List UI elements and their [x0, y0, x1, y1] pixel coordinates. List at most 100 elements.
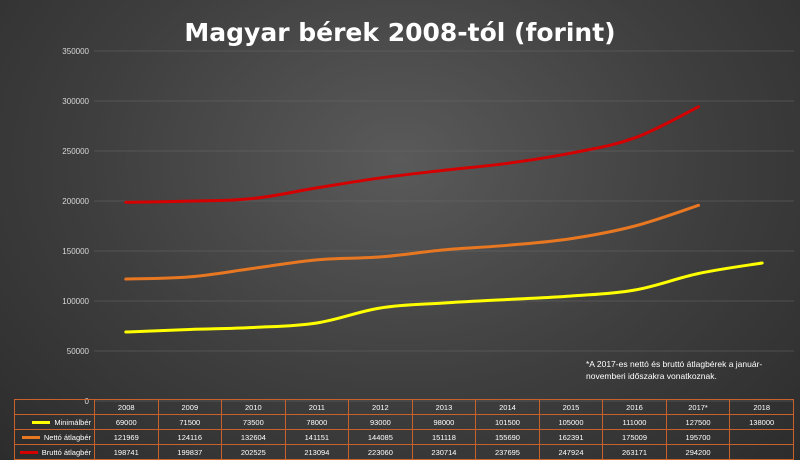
x-category-label: 2011 — [284, 399, 350, 415]
data-point — [188, 199, 191, 203]
data-point — [188, 275, 191, 279]
legend-entry: Nettó átlagbér — [14, 429, 95, 445]
legend-label: Nettó átlagbér — [43, 432, 91, 442]
data-label — [729, 444, 794, 460]
data-label: 101500 — [475, 414, 540, 430]
data-point — [379, 306, 382, 310]
data-point — [760, 261, 764, 265]
legend-swatch — [19, 451, 38, 455]
data-point — [570, 294, 573, 298]
chart-title: Magyar bérek 2008-tól (forint) — [184, 18, 616, 47]
data-label: 105000 — [538, 414, 604, 430]
y-tick-label: 300000 — [62, 97, 89, 106]
data-point — [188, 328, 191, 331]
table-corner — [14, 399, 95, 415]
data-point — [442, 169, 446, 172]
data-label: 294200 — [665, 444, 731, 460]
data-point — [124, 330, 128, 334]
x-category-label: 2012 — [348, 399, 413, 415]
data-label: 263171 — [602, 444, 667, 460]
data-point — [442, 301, 446, 305]
x-category-label: 2018 — [729, 399, 794, 415]
data-point — [570, 151, 573, 155]
data-label: 132604 — [221, 429, 286, 445]
data-point — [315, 321, 318, 325]
data-label: 155690 — [475, 429, 540, 445]
data-point — [633, 288, 637, 292]
data-label: 247924 — [538, 444, 604, 460]
data-label: 141151 — [284, 429, 350, 445]
series-line-1 — [124, 203, 701, 281]
data-label: 73500 — [221, 414, 286, 430]
data-label: 78000 — [284, 414, 350, 430]
x-category-label: 2013 — [411, 399, 477, 415]
data-label: 198741 — [94, 444, 159, 460]
data-point — [506, 162, 509, 165]
data-label: 121969 — [94, 429, 159, 445]
data-label: 111000 — [602, 414, 667, 430]
data-point — [697, 204, 700, 207]
data-label: 223060 — [348, 444, 413, 460]
data-label: 237695 — [475, 444, 540, 460]
series-line-2 — [124, 105, 701, 204]
x-category-label: 2016 — [602, 399, 667, 415]
data-point — [506, 298, 509, 301]
line-layer — [124, 105, 764, 334]
x-category-label: 2009 — [157, 399, 223, 415]
data-label: 69000 — [94, 414, 159, 430]
legend-label: Minimálbér — [54, 417, 91, 427]
table-row: Bruttó átlagbér 198741 199837 202525 213094 2… — [14, 444, 794, 460]
y-tick-label: 350000 — [62, 47, 89, 56]
x-category-label: 2017* — [665, 399, 731, 415]
data-point — [633, 136, 637, 140]
data-label: 199837 — [157, 444, 223, 460]
data-point — [124, 277, 128, 281]
data-table: 2008 2009 2010 2011 2012 2013 2014 2015 2016 2017… — [14, 399, 794, 460]
legend-entry: Minimálbér — [14, 414, 95, 430]
data-point — [697, 105, 700, 109]
y-tick-label: 250000 — [62, 147, 89, 156]
data-label — [729, 429, 794, 445]
y-tick-label: 100000 — [62, 297, 89, 306]
data-point — [251, 326, 255, 329]
data-point — [124, 201, 128, 204]
data-point — [379, 176, 382, 180]
data-point — [379, 255, 382, 259]
data-label: 127500 — [665, 414, 731, 430]
legend-swatch — [21, 436, 40, 440]
x-category-label: 2008 — [94, 399, 159, 415]
data-point — [697, 272, 700, 275]
x-category-label: 2015 — [538, 399, 604, 415]
y-tick-label: 50000 — [67, 347, 90, 356]
table-row: Nettó átlagbér 121969 124116 132604 141151 14… — [14, 429, 794, 445]
data-point — [315, 186, 318, 190]
data-label: 144085 — [348, 429, 413, 445]
table-row: Minimálbér 69000 71500 73500 78000 93000 98000… — [14, 414, 794, 430]
data-label: 98000 — [411, 414, 477, 430]
legend-entry: Bruttó átlagbér — [14, 444, 95, 460]
data-label: 213094 — [284, 444, 350, 460]
data-point — [251, 267, 255, 270]
data-point — [315, 258, 318, 262]
legend-swatch — [32, 421, 51, 425]
data-label: 230714 — [411, 444, 477, 460]
data-label: 93000 — [348, 414, 413, 430]
legend-label: Bruttó átlagbér — [41, 447, 91, 457]
data-point — [251, 197, 255, 200]
data-point — [633, 224, 637, 228]
table-header-row: 2008 2009 2010 2011 2012 2013 2014 2015 2016 2017… — [14, 399, 794, 415]
data-label: 195700 — [665, 429, 731, 445]
grid-layer: 0500001000001500002000002500003000003500… — [62, 47, 794, 406]
data-point — [442, 248, 446, 252]
data-point — [506, 244, 509, 247]
data-point — [570, 237, 573, 240]
data-label: 175009 — [602, 429, 667, 445]
data-label: 202525 — [221, 444, 286, 460]
x-category-label: 2010 — [221, 399, 286, 415]
chart-footnote: *A 2017-es nettó és bruttó átlagbérek a … — [586, 359, 763, 381]
data-label: 151118 — [411, 429, 477, 445]
data-label: 71500 — [157, 414, 223, 430]
data-label: 124116 — [157, 429, 223, 445]
data-label: 138000 — [729, 414, 794, 430]
